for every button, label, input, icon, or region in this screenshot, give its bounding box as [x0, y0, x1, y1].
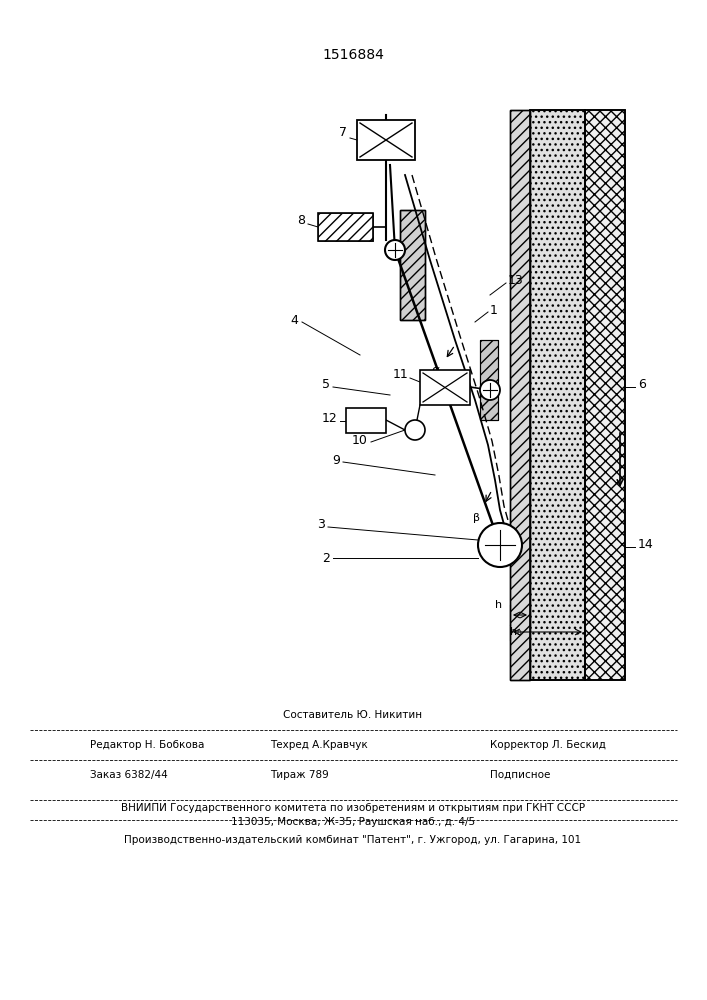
Text: Редактор Н. Бобкова: Редактор Н. Бобкова: [90, 740, 204, 750]
Text: 3: 3: [317, 518, 325, 532]
Circle shape: [385, 240, 405, 260]
Text: 7: 7: [339, 126, 347, 139]
Bar: [400, 210, 425, 320]
Text: 11: 11: [392, 368, 408, 381]
Text: Составитель Ю. Никитин: Составитель Ю. Никитин: [284, 710, 423, 720]
Bar: [318, 213, 373, 241]
Bar: [530, 110, 585, 680]
Text: Корректор Л. Бескид: Корректор Л. Бескид: [490, 740, 606, 750]
Text: 2: 2: [322, 552, 330, 564]
Bar: [318, 213, 373, 241]
Text: 14: 14: [638, 538, 654, 552]
Text: Подписное: Подписное: [490, 770, 550, 780]
Bar: [585, 110, 625, 680]
Text: 9: 9: [332, 454, 340, 466]
Text: 8: 8: [297, 214, 305, 227]
Bar: [585, 110, 625, 680]
Bar: [480, 340, 498, 420]
Bar: [420, 370, 470, 405]
Bar: [346, 408, 386, 433]
Circle shape: [478, 523, 522, 567]
Text: Производственно-издательский комбинат "Патент", г. Ужгород, ул. Гагарина, 101: Производственно-издательский комбинат "П…: [124, 835, 582, 845]
Text: 12: 12: [321, 412, 337, 424]
Text: 5: 5: [322, 378, 330, 391]
Text: h: h: [495, 600, 502, 610]
Text: Техред А.Кравчук: Техред А.Кравчук: [270, 740, 368, 750]
Text: 113035, Москва, Ж-35, Раушская наб., д. 4/5: 113035, Москва, Ж-35, Раушская наб., д. …: [231, 817, 475, 827]
Text: α: α: [432, 363, 440, 376]
Bar: [400, 210, 425, 320]
Text: 6: 6: [638, 378, 646, 391]
Bar: [480, 340, 498, 420]
Bar: [510, 110, 530, 680]
Bar: [510, 110, 530, 680]
Circle shape: [480, 380, 500, 400]
Text: β: β: [473, 513, 480, 523]
Text: Тираж 789: Тираж 789: [270, 770, 329, 780]
Text: 13: 13: [508, 273, 524, 286]
Text: 10: 10: [352, 434, 368, 446]
Text: ВНИИПИ Государственного комитета по изобретениям и открытиям при ГКНТ СССР: ВНИИПИ Государственного комитета по изоб…: [121, 803, 585, 813]
Text: 1: 1: [490, 304, 498, 316]
Bar: [530, 110, 585, 680]
Circle shape: [405, 420, 425, 440]
Text: h₀: h₀: [510, 627, 522, 637]
Bar: [357, 120, 415, 160]
Text: Заказ 6382/44: Заказ 6382/44: [90, 770, 168, 780]
Text: 4: 4: [290, 314, 298, 326]
Text: 1516884: 1516884: [322, 48, 384, 62]
